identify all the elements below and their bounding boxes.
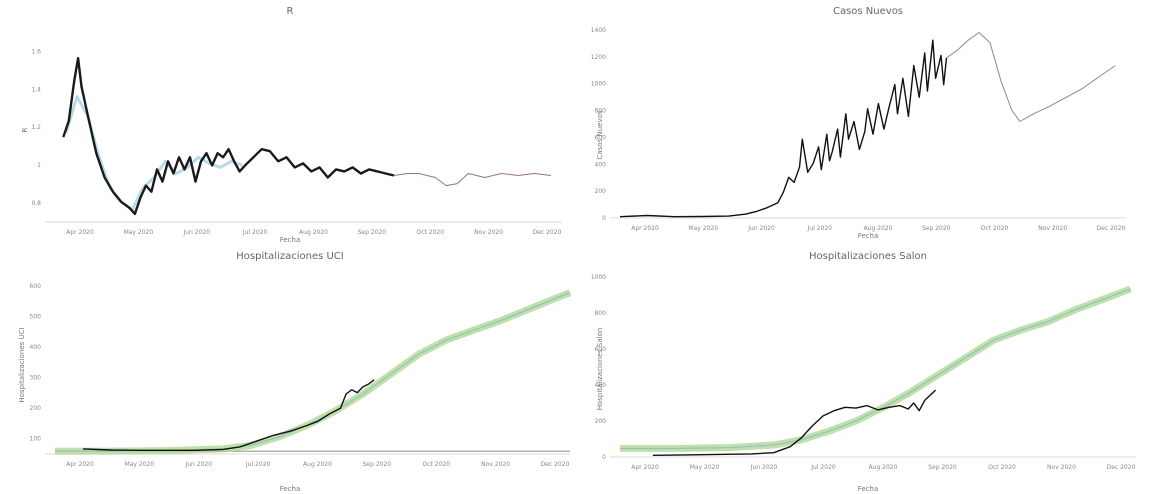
y-tick-label: 800 (595, 310, 607, 317)
series-observed (82, 379, 375, 452)
x-tick-label: May 2020 (125, 461, 155, 468)
series-band-center (620, 288, 1131, 449)
y-tick-label: 1000 (591, 81, 606, 88)
x-tick-label: Dec 2020 (541, 461, 570, 468)
casos-nuevos-chart: Casos Nuevos Fecha Casos Nuevos Apr 2020 May… (578, 0, 1155, 247)
x-tick-label: Jun 2020 (184, 461, 212, 468)
x-tick-label: Apr 2020 (631, 225, 659, 232)
x-tick-label: Aug 2020 (864, 225, 893, 232)
x-tick-label: Sep 2020 (358, 229, 387, 236)
x-tick-label: Apr 2020 (66, 461, 94, 468)
y-tick-label: 800 (595, 108, 607, 115)
hospitalizaciones-salon-chart: Hospitalizaciones Salon Fecha Hospitalizac… (578, 247, 1155, 494)
series-band (55, 289, 572, 455)
y-tick-label: 0.8 (31, 200, 41, 207)
x-tick-label: Aug 2020 (303, 461, 332, 468)
y-tick-label: 300 (30, 375, 42, 382)
y-tick-label: 1200 (591, 54, 606, 61)
x-tick-label: Nov 2020 (474, 229, 503, 236)
y-tick-label: 400 (30, 344, 42, 351)
chart-canvas: Apr 2020 May 2020 Jun 2020 Jul 2020 Aug 2020… (591, 274, 1136, 471)
hospitalizaciones-uci-chart: Hospitalizaciones UCI Fecha Hospitalizacio… (0, 247, 578, 494)
x-tick-label: Dec 2020 (1107, 464, 1136, 471)
x-tick-label: Sep 2020 (363, 461, 392, 468)
series-band-center (55, 292, 571, 452)
x-tick-label: Jul 2020 (810, 464, 836, 471)
chart-canvas: Apr 2020 May 2020 Jun 2020 Jul 2020 Aug 2020… (591, 27, 1126, 232)
x-tick-label: Nov 2020 (481, 461, 510, 468)
x-tick-label: Aug 2020 (869, 464, 898, 471)
x-tick-label: Jul 2020 (242, 229, 268, 236)
x-tick-label: Sep 2020 (922, 225, 951, 232)
x-tick-label: Oct 2020 (981, 225, 1009, 232)
x-axis-label: Fecha (279, 236, 301, 244)
x-tick-label: May 2020 (690, 464, 720, 471)
series-observed (62, 57, 395, 216)
y-tick-label: 200 (595, 418, 607, 425)
series-observed (619, 39, 948, 218)
x-tick-label: Jul 2020 (245, 461, 271, 468)
series-band (620, 285, 1132, 452)
chart-canvas: Apr 2020 May 2020 Jun 2020 Jul 2020 Aug 2020… (30, 283, 572, 468)
x-tick-label: May 2020 (688, 225, 718, 232)
y-tick-label: 1400 (591, 27, 606, 34)
y-tick-label: 400 (595, 161, 607, 168)
x-axis-label: Fecha (279, 485, 301, 493)
x-tick-label: Aug 2020 (299, 229, 328, 236)
x-tick-label: Jun 2020 (182, 229, 210, 236)
y-tick-label: 200 (30, 405, 42, 412)
chart-title: Hospitalizaciones Salon (809, 251, 927, 262)
chart-title: R (286, 6, 294, 17)
y-tick-label: 500 (30, 314, 42, 321)
x-tick-label: Jul 2020 (807, 225, 833, 232)
y-tick-label: 1000 (591, 274, 606, 281)
chart-canvas: Apr 2020 May 2020 Jun 2020 Jul 2020 Aug 2020… (31, 48, 562, 236)
y-tick-label: 600 (595, 346, 607, 353)
x-tick-label: Oct 2020 (988, 464, 1016, 471)
chart-title: Casos Nuevos (832, 6, 904, 17)
y-tick-label: 600 (595, 134, 607, 141)
x-tick-label: Oct 2020 (416, 229, 444, 236)
y-tick-label: 0 (602, 215, 606, 222)
x-tick-label: Apr 2020 (66, 229, 94, 236)
y-tick-label: 1 (37, 162, 41, 169)
x-tick-label: Dec 2020 (533, 229, 562, 236)
series-projection (393, 173, 552, 187)
x-tick-label: Jun 2020 (747, 225, 775, 232)
y-tick-label: 1.4 (31, 86, 41, 93)
x-tick-label: Sep 2020 (928, 464, 957, 471)
y-tick-label: 1.6 (31, 48, 41, 55)
x-tick-label: Nov 2020 (1047, 464, 1076, 471)
y-tick-label: 0 (602, 454, 606, 461)
y-tick-label: 1.2 (31, 124, 41, 131)
x-tick-label: Nov 2020 (1038, 225, 1067, 232)
r-chart: R Fecha R Apr 2020 May 2020 Jun 2020 Jul 2020 A… (0, 0, 578, 247)
series-band (64, 95, 243, 212)
x-tick-label: Jun 2020 (750, 464, 778, 471)
series-projection (946, 32, 1116, 122)
x-tick-label: May 2020 (124, 229, 154, 236)
x-tick-label: Apr 2020 (631, 464, 659, 471)
y-tick-label: 200 (595, 188, 607, 195)
x-tick-label: Oct 2020 (422, 461, 450, 468)
y-tick-label: 400 (595, 382, 607, 389)
series-observed (652, 389, 937, 456)
x-axis-label: Fecha (857, 232, 879, 240)
y-tick-label: 100 (30, 436, 42, 443)
y-tick-label: 600 (30, 283, 42, 290)
chart-title: Hospitalizaciones UCI (236, 251, 344, 262)
x-axis-label: Fecha (857, 485, 879, 493)
x-tick-label: Dec 2020 (1097, 225, 1126, 232)
